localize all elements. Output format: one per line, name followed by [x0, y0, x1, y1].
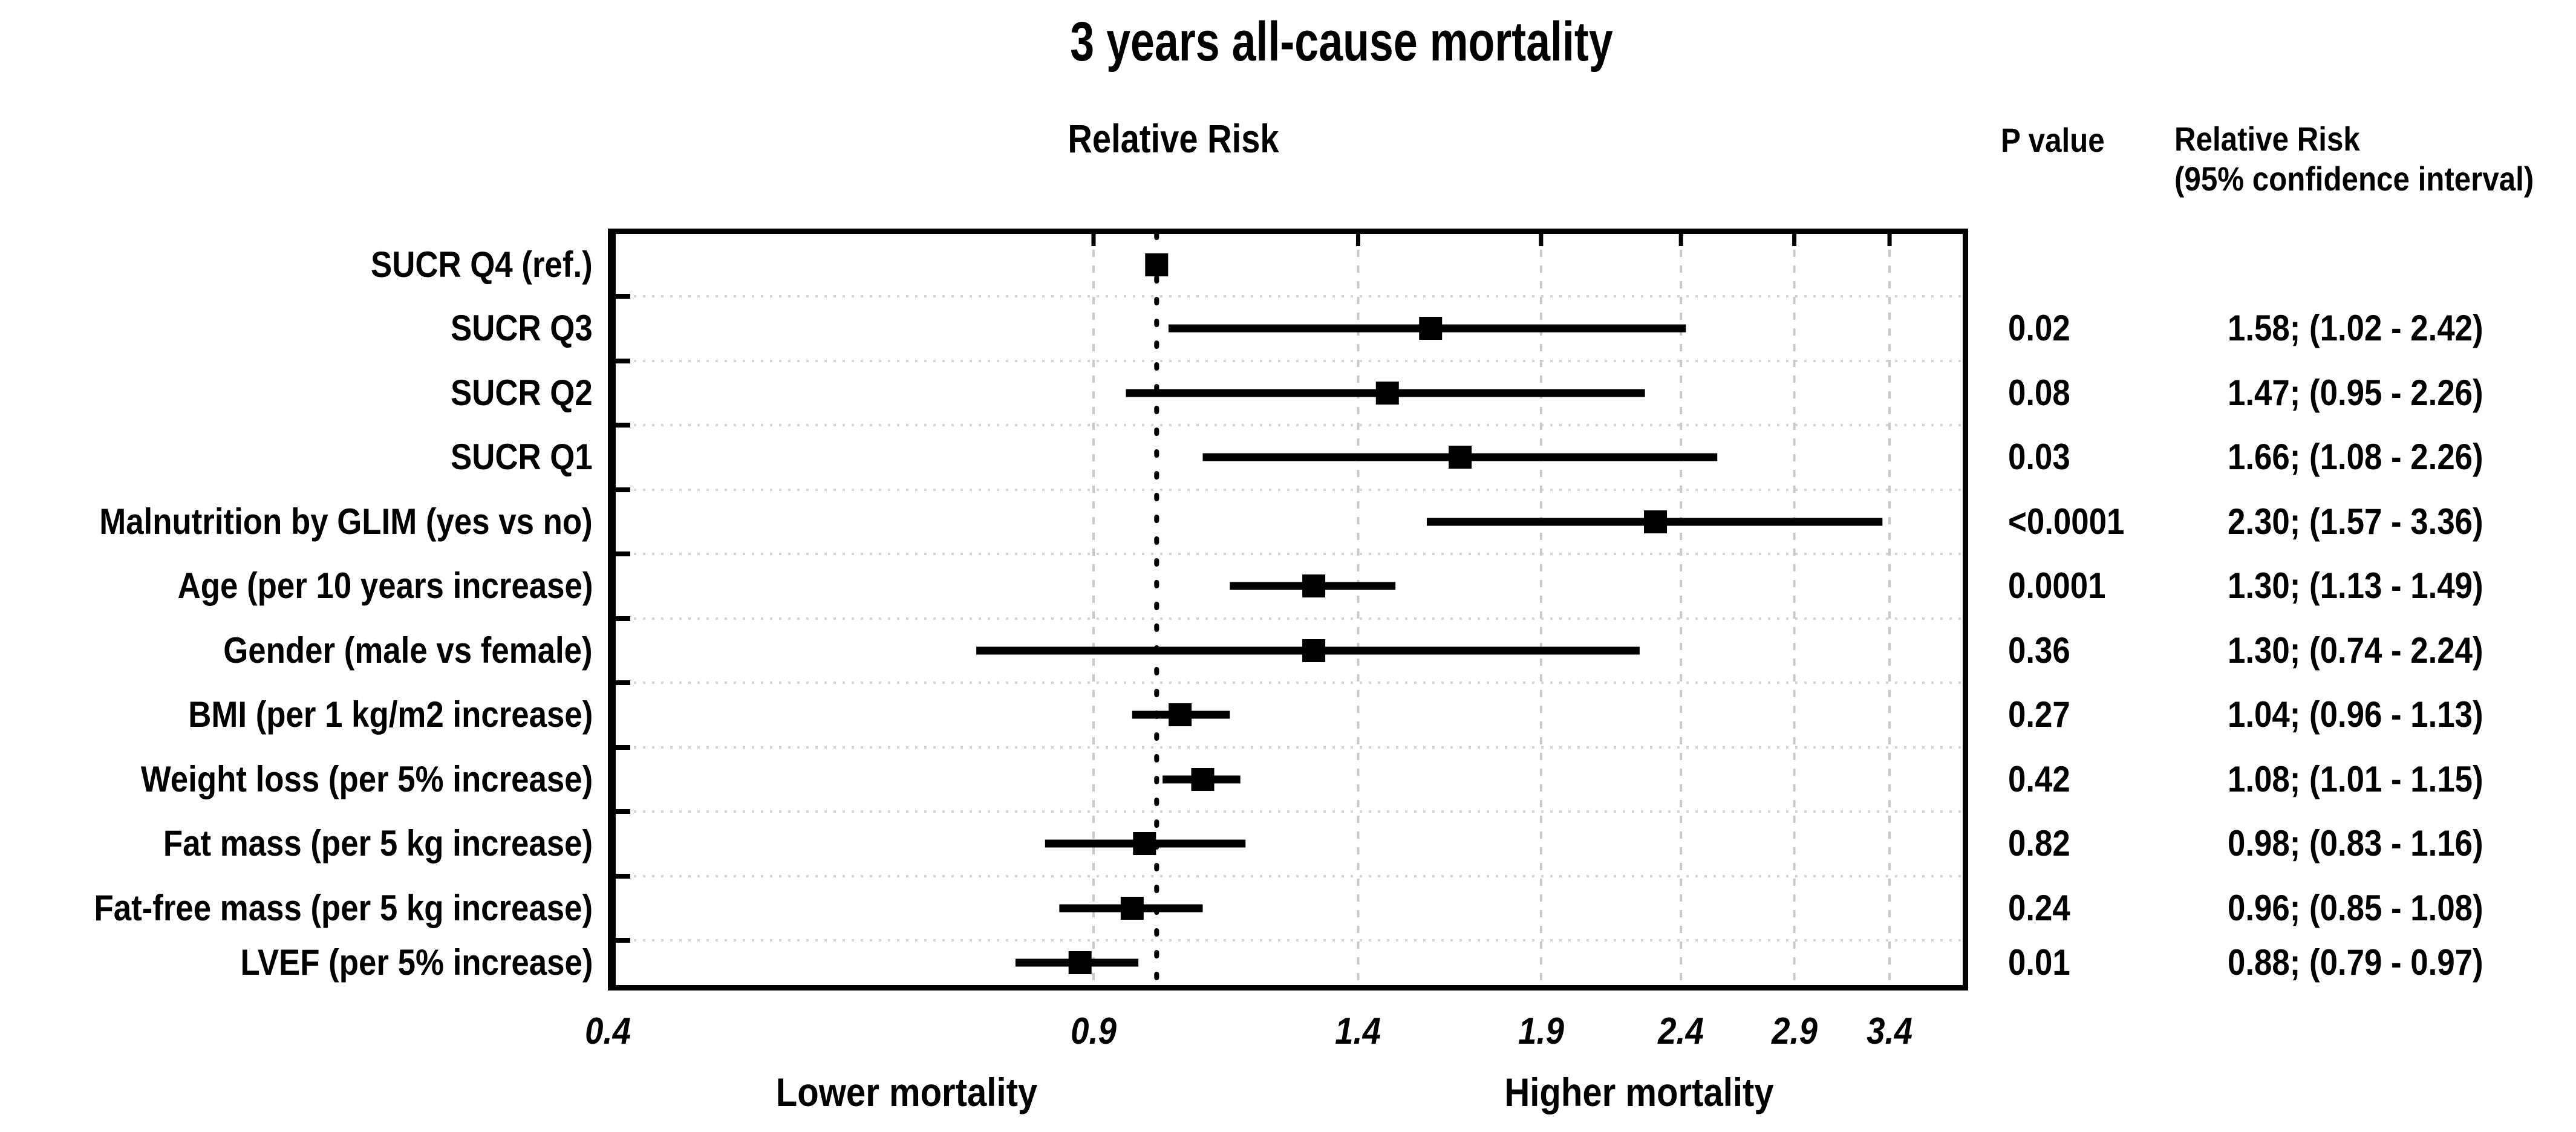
row-label: Fat-free mass (per 5 kg increase)	[94, 888, 593, 928]
y-axis-tick	[616, 938, 630, 943]
rr-ci-cell: 1.30; (0.74 - 2.24)	[2228, 630, 2483, 671]
x-axis-tick-label: 0.9	[1071, 1010, 1117, 1052]
rr-ci-cell: 1.58; (1.02 - 2.42)	[2228, 308, 2483, 348]
row-label: SUCR Q4 (ref.)	[371, 244, 593, 285]
plot-border-bottom	[608, 985, 1968, 990]
x-axis-tick-label: 2.4	[1658, 1010, 1704, 1052]
y-axis-tick	[616, 745, 630, 750]
x-axis-title: Relative Risk	[1068, 116, 1279, 161]
p-value-cell: 0.02	[2008, 308, 2070, 348]
plot-border-right	[1963, 229, 1968, 990]
estimate-marker	[1169, 703, 1192, 726]
plot-border-left	[608, 229, 616, 990]
y-axis-tick	[616, 294, 630, 299]
x-axis-top-tick	[1678, 234, 1683, 246]
rr-ci-cell: 1.08; (1.01 - 1.15)	[2228, 759, 2483, 799]
rr-ci-cell: 1.47; (0.95 - 2.26)	[2228, 372, 2483, 413]
rr-ci-cell: 0.98; (0.83 - 1.16)	[2228, 823, 2483, 864]
y-axis-tick	[616, 680, 630, 685]
x-axis-top-tick	[1792, 234, 1797, 246]
chart-title: 3 years all-cause mortality	[1070, 11, 1613, 73]
x-axis-top-tick	[1091, 234, 1096, 246]
row-label: SUCR Q3	[451, 308, 593, 348]
x-axis-tick-label: 1.9	[1518, 1010, 1564, 1052]
y-axis-tick	[616, 809, 630, 814]
p-value-cell: 0.08	[2008, 372, 2070, 413]
x-axis-tick-label: 3.4	[1867, 1010, 1912, 1052]
estimate-marker	[1191, 768, 1215, 791]
estimate-marker	[1145, 253, 1169, 276]
x-axis-top-tick	[1887, 234, 1892, 246]
higher-mortality-caption: Higher mortality	[1504, 1070, 1774, 1114]
rr-ci-cell: 0.96; (0.85 - 1.08)	[2228, 888, 2483, 928]
estimate-marker	[1302, 639, 1326, 662]
p-value-cell: 0.42	[2008, 759, 2070, 799]
rr-ci-cell: 1.30; (1.13 - 1.49)	[2228, 565, 2483, 606]
x-axis-tick-label: 2.9	[1771, 1010, 1818, 1052]
y-axis-tick	[616, 616, 630, 621]
p-value-cell: 0.24	[2008, 888, 2070, 928]
lower-mortality-caption: Lower mortality	[775, 1070, 1038, 1114]
p-value-cell: 0.82	[2008, 823, 2070, 864]
estimate-marker	[1133, 832, 1156, 855]
rr-ci-column-header-line1: Relative Risk	[2174, 120, 2360, 158]
p-value-cell: 0.0001	[2008, 565, 2106, 606]
row-label: Fat mass (per 5 kg increase)	[163, 823, 593, 864]
estimate-marker	[1419, 317, 1443, 340]
estimate-marker	[1302, 574, 1326, 597]
estimate-marker	[1375, 382, 1399, 405]
rr-ci-cell: 2.30; (1.57 - 3.36)	[2228, 501, 2483, 542]
x-axis-top-tick	[1539, 234, 1544, 246]
p-value-cell: 0.36	[2008, 630, 2070, 671]
x-axis-tick-label: 0.4	[585, 1010, 631, 1052]
y-axis-tick	[616, 487, 630, 492]
row-label: Malnutrition by GLIM (yes vs no)	[99, 501, 593, 542]
row-label: Weight loss (per 5% increase)	[140, 759, 593, 799]
estimate-marker	[1120, 897, 1144, 920]
rr-ci-column-header-line2: (95% confidence interval)	[2174, 160, 2534, 198]
x-axis-top-tick	[1355, 234, 1360, 246]
plot-border-top	[608, 229, 1968, 234]
row-label: SUCR Q1	[451, 437, 593, 477]
y-axis-tick	[616, 551, 630, 556]
p-value-cell: <0.0001	[2008, 501, 2125, 542]
y-axis-tick	[616, 874, 630, 879]
x-axis-tick-label: 1.4	[1335, 1010, 1381, 1052]
row-label: LVEF (per 5% increase)	[240, 942, 593, 983]
estimate-marker	[1644, 510, 1668, 533]
y-axis-tick	[616, 423, 630, 428]
row-label: SUCR Q2	[451, 372, 593, 413]
y-axis-tick	[616, 359, 630, 363]
row-label: BMI (per 1 kg/m2 increase)	[187, 694, 593, 735]
p-value-cell: 0.27	[2008, 694, 2070, 735]
row-label: Age (per 10 years increase)	[177, 565, 593, 606]
rr-ci-cell: 0.88; (0.79 - 0.97)	[2228, 942, 2483, 983]
rr-ci-cell: 1.04; (0.96 - 1.13)	[2228, 694, 2483, 735]
p-value-cell: 0.03	[2008, 437, 2070, 477]
row-label: Gender (male vs female)	[223, 630, 593, 671]
p-value-column-header: P value	[2001, 121, 2105, 159]
estimate-marker	[1068, 951, 1092, 974]
estimate-marker	[1449, 446, 1472, 469]
p-value-cell: 0.01	[2008, 942, 2070, 983]
rr-ci-cell: 1.66; (1.08 - 2.26)	[2228, 437, 2483, 477]
